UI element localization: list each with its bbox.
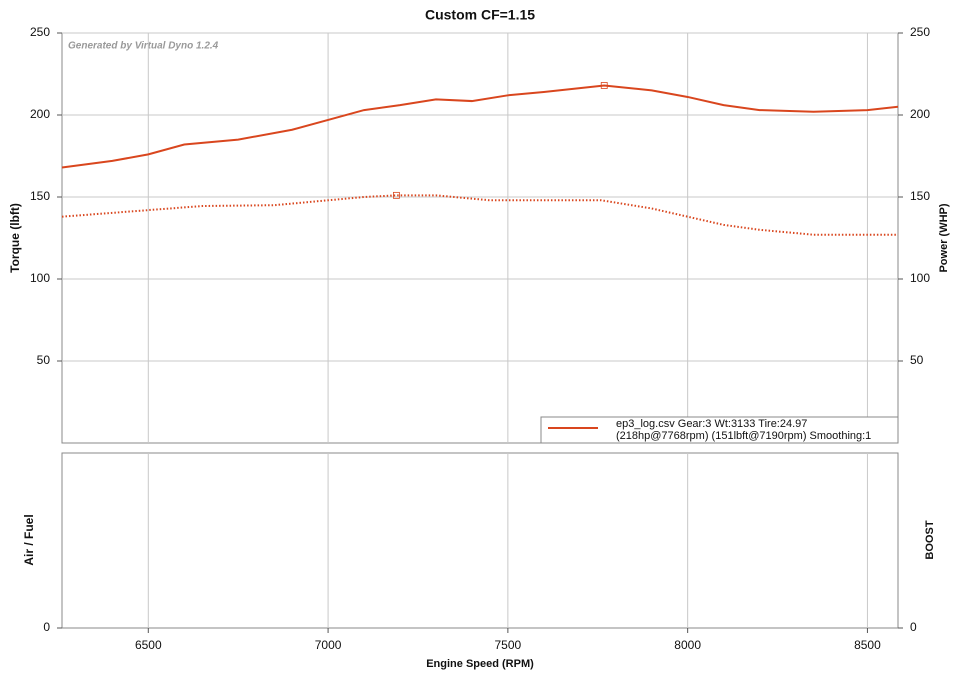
y2-tick-label: 200: [910, 107, 930, 121]
y-tick-label: 250: [30, 25, 50, 39]
peak-marker: [392, 191, 400, 199]
x-tick-label: 6500: [135, 638, 162, 652]
lower-y-tick-label: 0: [43, 620, 50, 634]
legend-box: [540, 416, 899, 444]
x-axis-label: Engine Speed (RPM): [426, 658, 534, 670]
x-tick-label: 8000: [674, 638, 701, 652]
peak-marker: [600, 82, 608, 89]
x-tick-label: 8500: [854, 638, 881, 652]
y-axis-label: Torque (lbft): [8, 203, 22, 273]
lower-y2-tick-label: 0: [910, 620, 917, 634]
y2-tick-label: 100: [910, 271, 930, 285]
y2-axis-label: Power (WHP): [938, 203, 950, 272]
legend-text: (218hp@7768rpm) (151lbft@7190rpm) Smooth…: [616, 430, 871, 442]
lower-plot-frame: [61, 452, 899, 629]
y2-tick-label: 150: [910, 189, 930, 203]
y2-tick-label: 250: [910, 25, 930, 39]
watermark: Generated by Virtual Dyno 1.2.4: [68, 41, 219, 52]
y-tick-label: 200: [30, 107, 50, 121]
legend-text: ep3_log.csv Gear:3 Wt:3133 Tire:24.97: [616, 418, 807, 430]
x-tick-label: 7000: [315, 638, 342, 652]
y-tick-label: 100: [30, 271, 50, 285]
y2-tick-label: 50: [910, 353, 924, 367]
y-tick-label: 50: [37, 353, 51, 367]
x-tick-label: 7500: [495, 638, 522, 652]
lower-y2-axis-label: BOOST: [924, 520, 936, 559]
series-line: [61, 84, 899, 169]
y-tick-label: 150: [30, 189, 50, 203]
lower-y-axis-label: Air / Fuel: [22, 514, 36, 565]
chart-title: Custom CF=1.15: [425, 7, 535, 23]
